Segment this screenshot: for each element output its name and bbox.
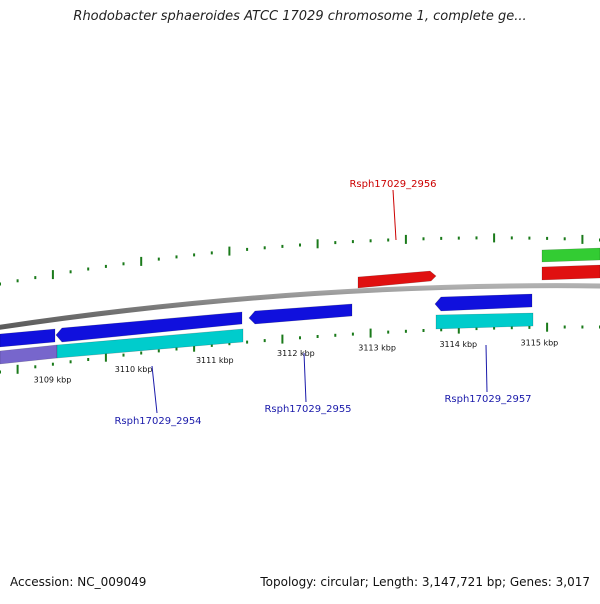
scale-label-3115: 3115 kbp xyxy=(521,338,559,347)
scale-label-3113: 3113 kbp xyxy=(358,344,396,353)
outer-tick-ring xyxy=(0,233,600,286)
gene-rsph17029-2956-arrow[interactable] xyxy=(357,270,437,289)
leader-rsph17029-2954 xyxy=(151,365,158,414)
gene-rsph17029-2954-arrow[interactable] xyxy=(55,311,243,343)
gene-label-rsph17029-2956[interactable]: Rsph17029_2956 xyxy=(349,179,436,190)
accession-label: Accession: NC_009049 xyxy=(10,575,147,589)
gene-rsph17029-2954-cds[interactable] xyxy=(56,328,244,359)
gene-label-rsph17029-2957[interactable]: Rsph17029_2957 xyxy=(444,394,531,405)
gene-rsph17029-2953-cds[interactable] xyxy=(0,344,58,365)
gene-rsph17029-2953-arrow[interactable] xyxy=(0,328,56,348)
gene-labels: Rsph17029_2954 Rsph17029_2955 Rsph17029_… xyxy=(114,179,531,427)
gene-label-rsph17029-2954[interactable]: Rsph17029_2954 xyxy=(114,416,201,427)
gene-label-rsph17029-2955[interactable]: Rsph17029_2955 xyxy=(264,404,351,415)
scale-label-3111: 3111 kbp xyxy=(196,356,234,365)
gene-rsph17029-2957-cds[interactable] xyxy=(435,312,534,330)
topology-summary: Topology: circular; Length: 3,147,721 bp… xyxy=(260,575,590,589)
gene-rsph17029-2957-arrow[interactable] xyxy=(434,293,533,312)
scale-label-3114: 3114 kbp xyxy=(439,340,477,349)
leader-rsph17029-2955 xyxy=(303,352,307,403)
map-title: Rhodobacter sphaeroides ATCC 17029 chrom… xyxy=(73,9,527,24)
gene-rsph17029-2958-arrow[interactable] xyxy=(541,247,600,263)
gene-rsph17029-2958-cds[interactable] xyxy=(541,264,600,281)
gene-label-leaders xyxy=(151,189,488,414)
leader-rsph17029-2956 xyxy=(392,189,397,241)
leader-rsph17029-2957 xyxy=(485,344,488,393)
scale-label-3110: 3110 kbp xyxy=(115,365,153,374)
chromosome-backbone xyxy=(0,283,600,330)
feature-track xyxy=(0,247,600,365)
scale-labels: 3109 kbp 3110 kbp 3111 kbp 3112 kbp 3113 kbp… xyxy=(34,338,559,384)
scale-label-3109: 3109 kbp xyxy=(34,375,72,384)
gene-rsph17029-2955-arrow[interactable] xyxy=(248,303,353,325)
scale-label-3112: 3112 kbp xyxy=(277,349,315,358)
